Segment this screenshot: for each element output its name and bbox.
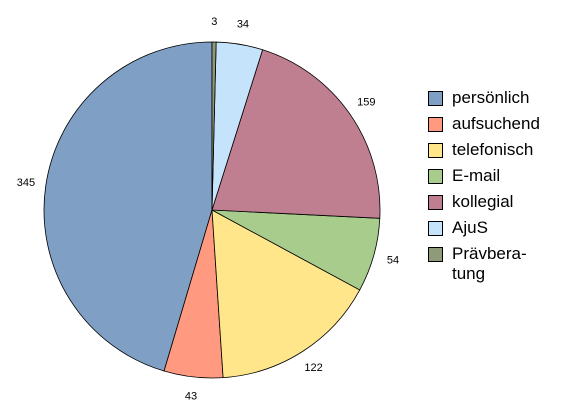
legend-item: AjuS [428, 218, 514, 238]
data-label: 345 [17, 177, 35, 189]
legend-label: AjuS [452, 218, 488, 237]
pie-slice [43, 41, 213, 372]
legend-swatch [428, 247, 443, 262]
legend-item: kollegial [428, 192, 514, 212]
data-label: 122 [304, 362, 322, 374]
legend-swatch [428, 169, 443, 184]
legend-item: E-mail [428, 166, 514, 186]
legend-swatch [428, 117, 443, 132]
legend-swatch [428, 143, 443, 158]
legend-label: persönlich [452, 88, 530, 107]
legend-swatch [428, 91, 443, 106]
legend-label: Prävbera-tung [452, 244, 527, 283]
pie-slice [211, 49, 381, 219]
legend: persönlich aufsuchend telefonisch E-mail kol… [428, 88, 540, 290]
legend-item: telefonisch [428, 140, 533, 160]
pie-slice [211, 41, 217, 211]
legend-label: aufsuchend [452, 114, 540, 133]
data-label: 34 [237, 18, 249, 30]
pie-slice [211, 209, 361, 379]
legend-label: E-mail [452, 166, 501, 185]
data-label: 43 [185, 391, 197, 401]
legend-label: kollegial [452, 192, 514, 211]
legend-swatch [428, 221, 443, 236]
legend-item: persönlich [428, 88, 530, 108]
data-label: 159 [357, 97, 375, 109]
data-label: 3 [211, 16, 217, 28]
legend-item: aufsuchend [428, 114, 540, 134]
legend-item: Prävbera-tung [428, 244, 527, 284]
legend-swatch [428, 195, 443, 210]
legend-label: telefonisch [452, 140, 534, 159]
data-label: 54 [387, 255, 399, 267]
